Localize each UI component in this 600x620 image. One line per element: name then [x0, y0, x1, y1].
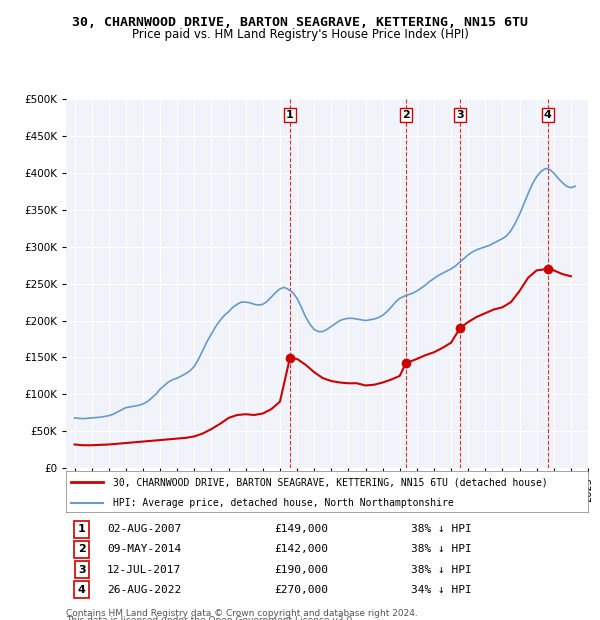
Text: 38% ↓ HPI: 38% ↓ HPI	[412, 565, 472, 575]
Text: 3: 3	[457, 110, 464, 120]
Text: £149,000: £149,000	[274, 525, 328, 534]
Text: 30, CHARNWOOD DRIVE, BARTON SEAGRAVE, KETTERING, NN15 6TU (detached house): 30, CHARNWOOD DRIVE, BARTON SEAGRAVE, KE…	[113, 477, 548, 487]
Text: 3: 3	[78, 565, 85, 575]
Text: 1: 1	[78, 525, 86, 534]
Text: 34% ↓ HPI: 34% ↓ HPI	[412, 585, 472, 595]
Text: £270,000: £270,000	[274, 585, 328, 595]
Text: This data is licensed under the Open Government Licence v3.0.: This data is licensed under the Open Gov…	[66, 616, 355, 620]
Text: 38% ↓ HPI: 38% ↓ HPI	[412, 525, 472, 534]
Text: 1: 1	[286, 110, 294, 120]
Text: HPI: Average price, detached house, North Northamptonshire: HPI: Average price, detached house, Nort…	[113, 498, 454, 508]
Text: 4: 4	[544, 110, 552, 120]
Text: 12-JUL-2017: 12-JUL-2017	[107, 565, 181, 575]
Text: 2: 2	[78, 544, 86, 554]
Text: 02-AUG-2007: 02-AUG-2007	[107, 525, 181, 534]
Text: 38% ↓ HPI: 38% ↓ HPI	[412, 544, 472, 554]
Text: 30, CHARNWOOD DRIVE, BARTON SEAGRAVE, KETTERING, NN15 6TU: 30, CHARNWOOD DRIVE, BARTON SEAGRAVE, KE…	[72, 16, 528, 29]
Text: 4: 4	[78, 585, 86, 595]
Text: £142,000: £142,000	[274, 544, 328, 554]
Text: Price paid vs. HM Land Registry's House Price Index (HPI): Price paid vs. HM Land Registry's House …	[131, 28, 469, 41]
Text: £190,000: £190,000	[274, 565, 328, 575]
Text: 2: 2	[402, 110, 410, 120]
Text: Contains HM Land Registry data © Crown copyright and database right 2024.: Contains HM Land Registry data © Crown c…	[66, 609, 418, 618]
Text: 09-MAY-2014: 09-MAY-2014	[107, 544, 181, 554]
Text: 26-AUG-2022: 26-AUG-2022	[107, 585, 181, 595]
